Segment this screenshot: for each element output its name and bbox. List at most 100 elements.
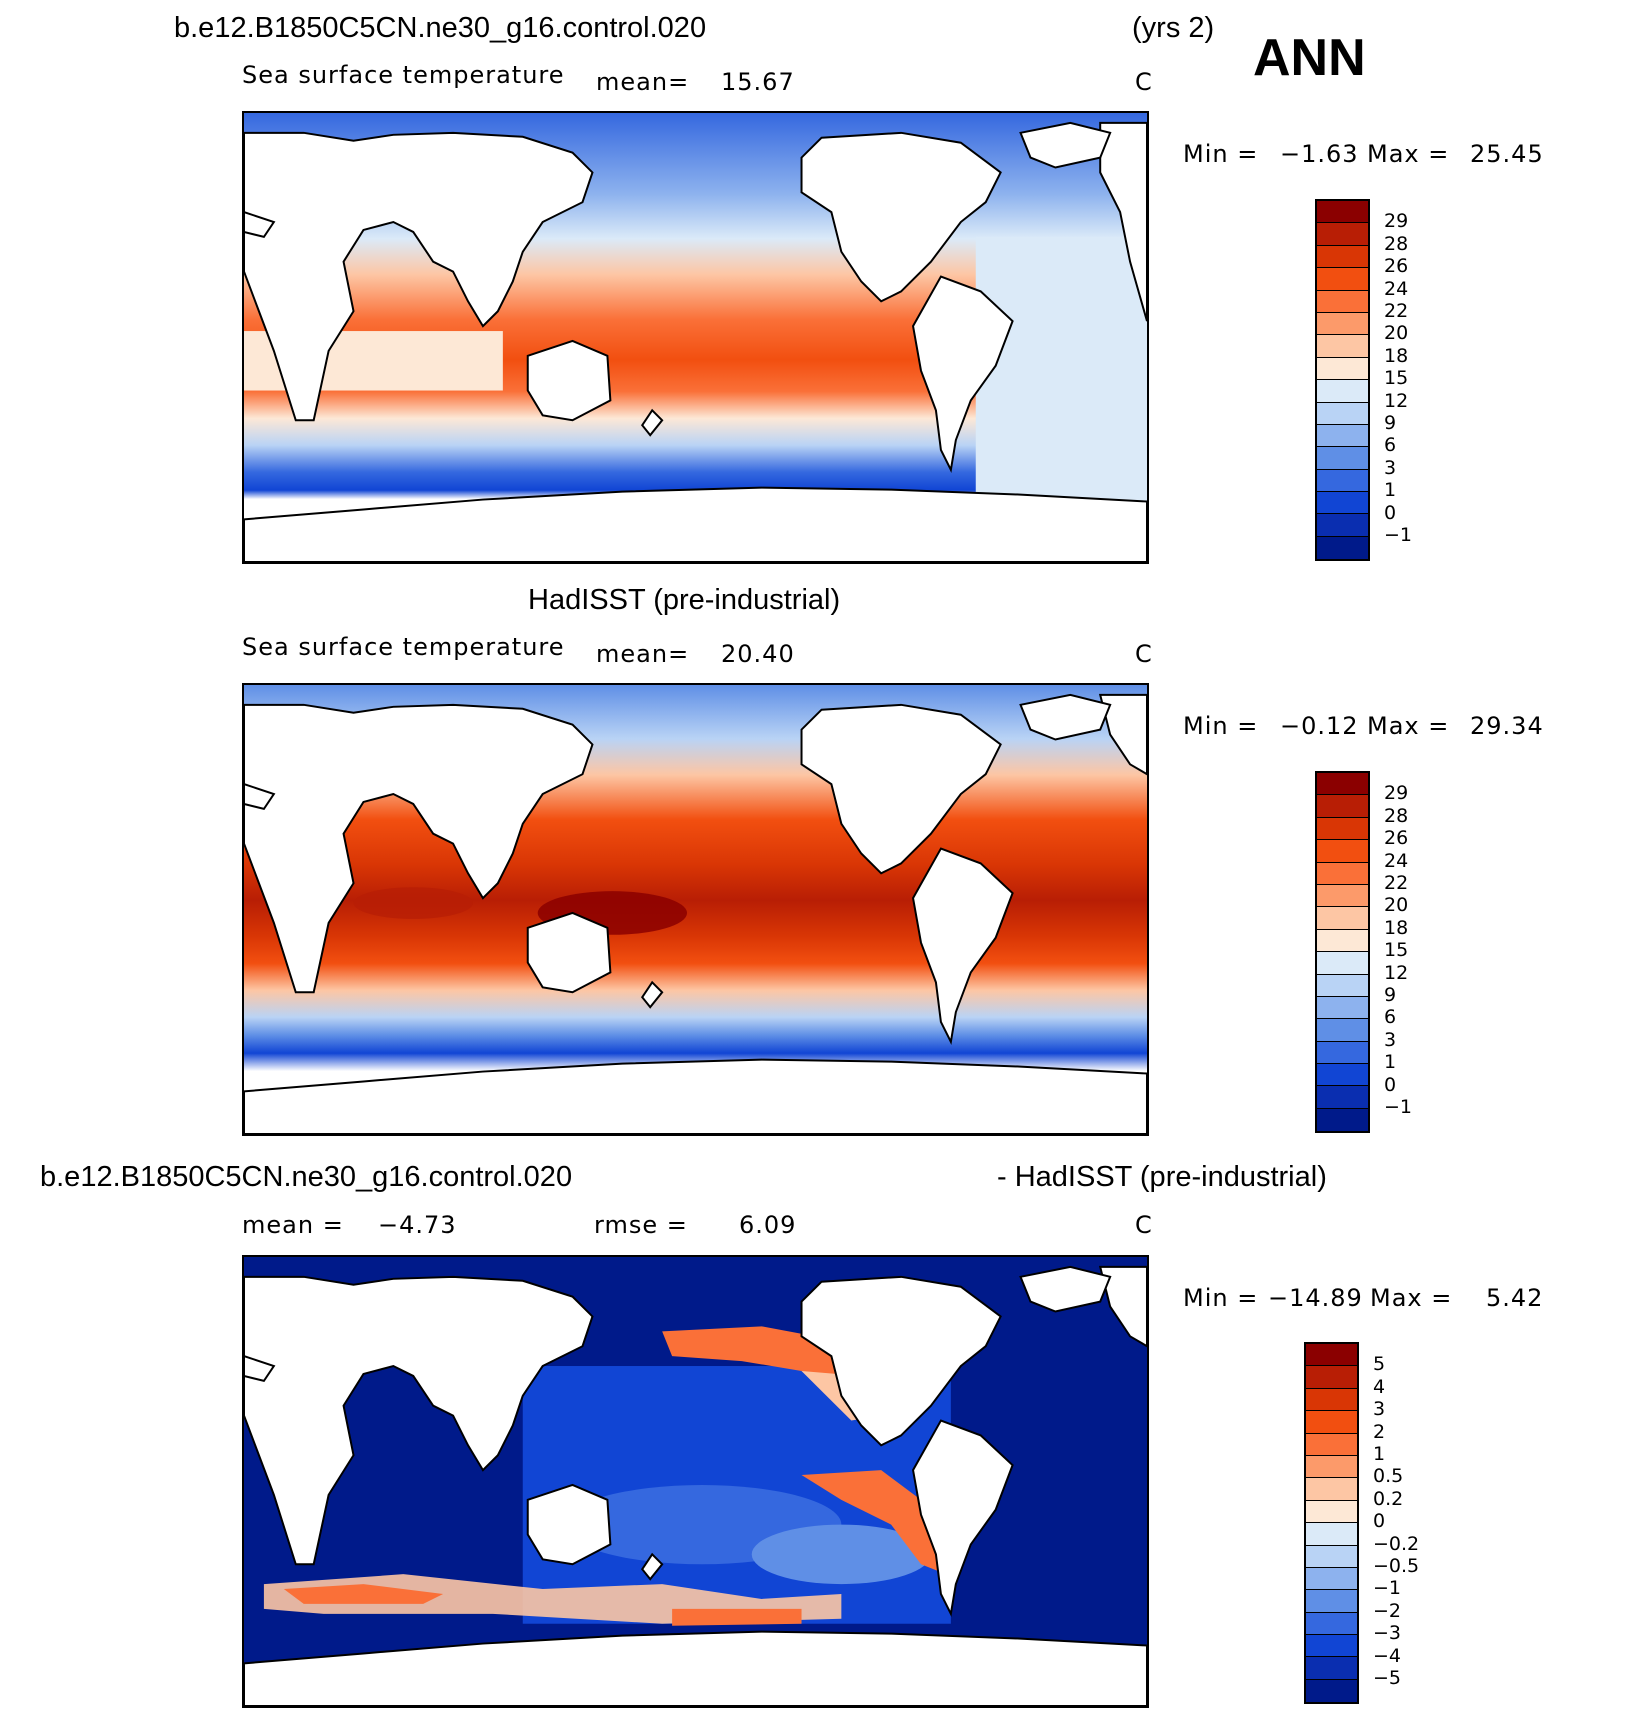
colorbar-segment bbox=[1306, 1455, 1357, 1479]
colorbar-segment bbox=[1317, 447, 1368, 470]
panel3-title-left: b.e12.B1850C5CN.ne30_g16.control.020 bbox=[40, 1161, 573, 1193]
colorbar-segment bbox=[1317, 817, 1368, 841]
colorbar-tick-label: 3 bbox=[1373, 1398, 1386, 1421]
colorbar-tick-label: 20 bbox=[1384, 894, 1409, 917]
colorbar-segment bbox=[1317, 1086, 1368, 1109]
colorbar-segment bbox=[1306, 1635, 1357, 1658]
colorbar-tick-label: 24 bbox=[1384, 277, 1409, 300]
colorbar-tick-label: 0 bbox=[1384, 501, 1397, 524]
colorbar-segment bbox=[1306, 1411, 1357, 1434]
colorbar-segment bbox=[1317, 862, 1368, 885]
colorbar-segment bbox=[1317, 840, 1368, 863]
colorbar-segment bbox=[1317, 514, 1368, 537]
colorbar-segment bbox=[1317, 952, 1368, 975]
colorbar-segment bbox=[1317, 1064, 1368, 1087]
panel2-mean-value: 20.40 bbox=[721, 640, 795, 668]
panel1-min-label: Min = bbox=[1183, 140, 1259, 168]
panel2-min-value: −0.12 bbox=[1280, 712, 1359, 740]
colorbar-tick-label: 15 bbox=[1384, 939, 1409, 962]
colorbar-segment bbox=[1317, 357, 1368, 381]
colorbar-segment bbox=[1317, 1019, 1368, 1042]
colorbar-tick-label: −2 bbox=[1373, 1599, 1402, 1622]
panel2-title: HadISST (pre-industrial) bbox=[528, 584, 841, 616]
colorbar-segment bbox=[1317, 996, 1368, 1020]
panel1-min-value: −1.63 bbox=[1280, 140, 1359, 168]
colorbar-tick-label: 9 bbox=[1384, 984, 1397, 1006]
colorbar-tick-label: 3 bbox=[1384, 456, 1397, 479]
colorbar-segment bbox=[1306, 1567, 1357, 1591]
colorbar-segment bbox=[1306, 1344, 1357, 1367]
colorbar-segment bbox=[1306, 1545, 1357, 1568]
colorbar-segment bbox=[1306, 1478, 1357, 1501]
colorbar-segment bbox=[1306, 1388, 1357, 1412]
colorbar-tick-label: 1 bbox=[1373, 1443, 1386, 1465]
panel3-map bbox=[242, 1255, 1149, 1708]
colorbar-tick-label: −1 bbox=[1384, 524, 1413, 546]
panel3-title-right: - HadISST (pre-industrial) bbox=[997, 1161, 1327, 1193]
panel2-max-value: 29.34 bbox=[1470, 712, 1544, 740]
panel3-colorbar bbox=[1304, 1342, 1359, 1705]
colorbar-tick-label: 18 bbox=[1384, 916, 1409, 939]
colorbar-tick-label: 22 bbox=[1384, 872, 1409, 894]
colorbar-tick-label: 0.2 bbox=[1373, 1487, 1404, 1510]
colorbar-tick-label: 12 bbox=[1384, 389, 1409, 412]
colorbar-tick-label: −5 bbox=[1373, 1667, 1402, 1689]
panel2-units: C bbox=[1135, 640, 1153, 668]
panel2-max-label: Max = bbox=[1367, 712, 1450, 740]
colorbar-tick-label: 26 bbox=[1384, 827, 1409, 850]
colorbar-tick-label: −3 bbox=[1373, 1622, 1402, 1645]
colorbar-tick-label: 0 bbox=[1373, 1510, 1386, 1533]
colorbar-tick-label: 20 bbox=[1384, 322, 1409, 345]
colorbar-tick-label: −0.5 bbox=[1373, 1555, 1420, 1577]
panel3-mean-label: mean = bbox=[242, 1211, 344, 1239]
colorbar-segment bbox=[1317, 290, 1368, 313]
panel2-min-label: Min = bbox=[1183, 712, 1259, 740]
colorbar-segment bbox=[1306, 1433, 1357, 1456]
colorbar-segment bbox=[1306, 1679, 1357, 1703]
colorbar-tick-label: 29 bbox=[1384, 782, 1409, 805]
colorbar-tick-label: 1 bbox=[1384, 479, 1397, 502]
colorbar-segment bbox=[1317, 884, 1368, 908]
colorbar-segment bbox=[1306, 1612, 1357, 1636]
panel3-rmse-value: 6.09 bbox=[739, 1211, 797, 1239]
colorbar-segment bbox=[1317, 1041, 1368, 1065]
colorbar-segment bbox=[1317, 1108, 1368, 1132]
panel3-mean-value: −4.73 bbox=[378, 1211, 457, 1239]
colorbar-segment bbox=[1317, 201, 1368, 224]
colorbar-tick-label: −1 bbox=[1373, 1577, 1402, 1600]
colorbar-segment bbox=[1317, 380, 1368, 403]
panel2-mean-label: mean= bbox=[596, 640, 690, 668]
colorbar-segment bbox=[1317, 402, 1368, 425]
years-label: (yrs 2) bbox=[1132, 12, 1215, 44]
colorbar-segment bbox=[1317, 469, 1368, 493]
panel1-max-label: Max = bbox=[1367, 140, 1450, 168]
colorbar-segment bbox=[1317, 492, 1368, 515]
colorbar-tick-label: −1 bbox=[1384, 1096, 1413, 1118]
panel1-variable: Sea surface temperature bbox=[242, 61, 565, 89]
colorbar-tick-label: 1 bbox=[1384, 1051, 1397, 1074]
colorbar-tick-label: 3 bbox=[1384, 1028, 1397, 1051]
panel3-min-value: −14.89 bbox=[1268, 1284, 1363, 1312]
colorbar-tick-label: 15 bbox=[1384, 367, 1409, 390]
colorbar-tick-label: 6 bbox=[1384, 434, 1397, 457]
colorbar-segment bbox=[1317, 268, 1368, 291]
colorbar-tick-label: 22 bbox=[1384, 300, 1409, 322]
colorbar-segment bbox=[1317, 245, 1368, 269]
panel2-variable: Sea surface temperature bbox=[242, 633, 565, 661]
colorbar-segment bbox=[1317, 223, 1368, 246]
colorbar-segment bbox=[1306, 1366, 1357, 1389]
colorbar-tick-label: 26 bbox=[1384, 255, 1409, 278]
colorbar-segment bbox=[1306, 1657, 1357, 1680]
colorbar-segment bbox=[1306, 1523, 1357, 1546]
panel2-map bbox=[242, 683, 1149, 1136]
panel3-rmse-label: rmse = bbox=[594, 1211, 688, 1239]
colorbar-tick-label: 5 bbox=[1373, 1353, 1386, 1376]
panel3-max-label: Max = bbox=[1370, 1284, 1453, 1312]
colorbar-segment bbox=[1317, 312, 1368, 336]
colorbar-tick-label: 2 bbox=[1373, 1420, 1386, 1443]
colorbar-tick-label: 29 bbox=[1384, 210, 1409, 233]
colorbar-tick-label: 18 bbox=[1384, 344, 1409, 367]
colorbar-segment bbox=[1317, 536, 1368, 560]
colorbar-segment bbox=[1317, 773, 1368, 796]
colorbar-tick-label: −4 bbox=[1373, 1644, 1402, 1667]
